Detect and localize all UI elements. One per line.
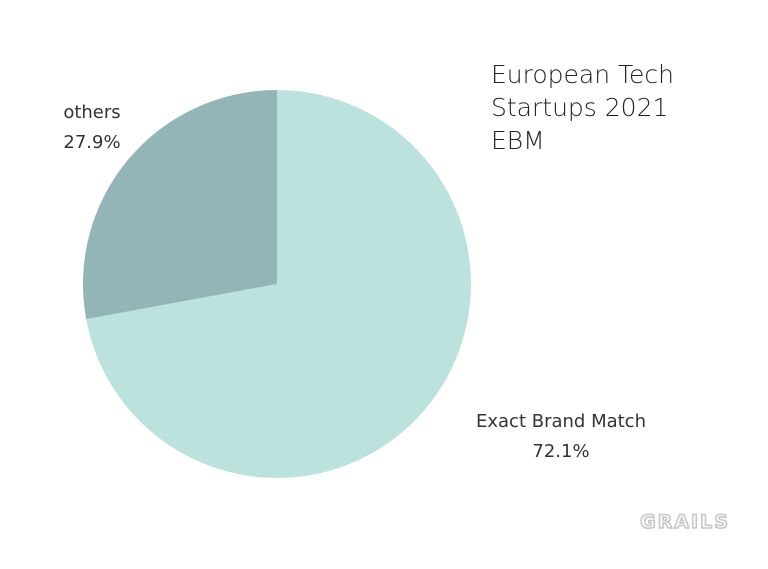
slice-value-others: 27.9% (63, 132, 121, 153)
slice-name-exact-brand-match: Exact Brand Match (476, 411, 646, 432)
grails-logo: GRAILS (639, 510, 730, 534)
grails-logo-text: GRAILS (640, 511, 730, 533)
pie-slice-exact-brand-match (86, 90, 471, 478)
pie-slice-others (83, 90, 277, 320)
slice-label-exact-brand-match: Exact Brand Match 72.1% (455, 407, 667, 467)
chart-title-line-1: European Tech (491, 60, 675, 89)
chart-title-line-3: EBM (491, 126, 545, 155)
chart-title-line-2: Startups 2021 (491, 93, 669, 122)
slice-label-others: others 27.9% (50, 98, 134, 158)
slice-value-exact-brand-match: 72.1% (532, 441, 590, 462)
slice-name-others: others (63, 102, 121, 123)
chart-title: European Tech Startups 2021 EBM (491, 58, 751, 157)
